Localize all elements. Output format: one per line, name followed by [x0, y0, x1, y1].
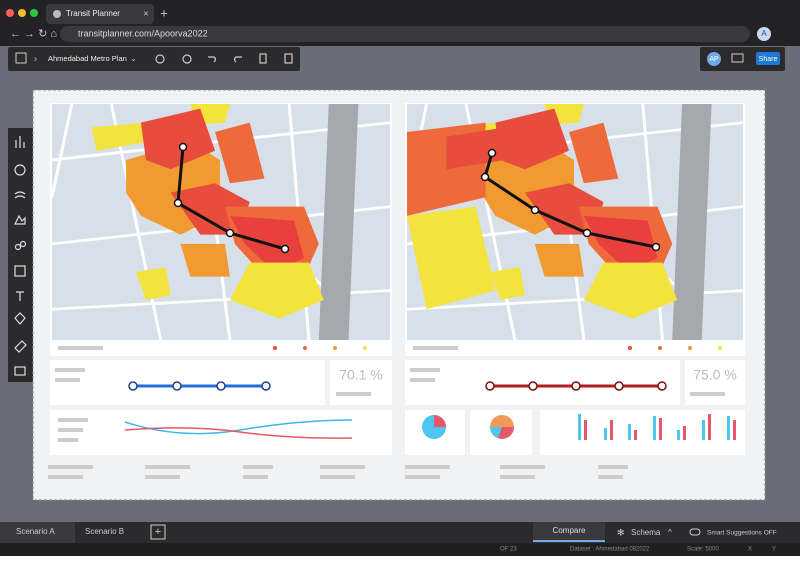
url: transitplanner.com/Apoorva2022 — [78, 28, 208, 38]
scale: Scale: 5000 — [687, 547, 719, 553]
browser-tab[interactable] — [46, 4, 154, 24]
add-tab[interactable]: + — [155, 526, 161, 538]
svg-text:⌄: ⌄ — [130, 54, 137, 63]
placeholder-text — [48, 465, 628, 479]
route-card-a — [50, 360, 325, 405]
scenario-tab[interactable] — [0, 522, 75, 543]
scenario-tab-label[interactable]: Scenario B — [85, 527, 124, 536]
app-toolbar — [8, 47, 300, 71]
route-card-b — [405, 360, 680, 405]
compare-label: Compare — [553, 526, 586, 535]
kpi-card-b — [685, 360, 745, 405]
project-name[interactable]: Ahmedabad Metro Plan — [48, 54, 127, 63]
metro-line-a — [173, 142, 290, 254]
suggestions-toggle[interactable]: Smart Suggestions OFF — [707, 530, 777, 537]
svg-text:✻: ✻ — [617, 527, 625, 537]
side-toolbar — [8, 128, 33, 382]
profile[interactable]: A — [761, 29, 767, 38]
address-bar[interactable] — [60, 26, 750, 42]
compare-tab[interactable] — [533, 522, 605, 543]
tab-close[interactable]: × — [143, 8, 148, 18]
kpi-card-a — [330, 360, 392, 405]
metro-line-b — [480, 148, 661, 252]
page-count: OF 23 — [500, 547, 517, 553]
tab-title: Transit Planner — [66, 9, 120, 18]
kpi-value: 75.0 % — [693, 367, 737, 383]
side-tools[interactable] — [14, 136, 27, 376]
bar-chart-card — [540, 410, 745, 455]
map-legends — [58, 346, 722, 350]
share-button[interactable] — [756, 52, 780, 65]
svg-text:›: › — [34, 53, 37, 63]
x-coord: X — [748, 547, 752, 553]
tool-icons[interactable] — [155, 53, 293, 64]
y-coord: Y — [772, 547, 776, 553]
schema-label[interactable]: Schema — [631, 528, 661, 537]
svg-text:^: ^ — [668, 528, 672, 537]
new-tab[interactable]: + — [160, 5, 168, 20]
share-label: Share — [759, 56, 778, 63]
dataset: Dataset : Ahmedabad 082022 — [570, 547, 650, 553]
user-avatar[interactable]: AP — [709, 56, 719, 63]
status-bar — [0, 543, 800, 556]
nav-buttons[interactable]: ← → ↻ ⌂ — [10, 28, 57, 40]
scenario-tab-label: Scenario A — [16, 527, 55, 536]
kpi-value: 70.1 % — [339, 367, 383, 383]
